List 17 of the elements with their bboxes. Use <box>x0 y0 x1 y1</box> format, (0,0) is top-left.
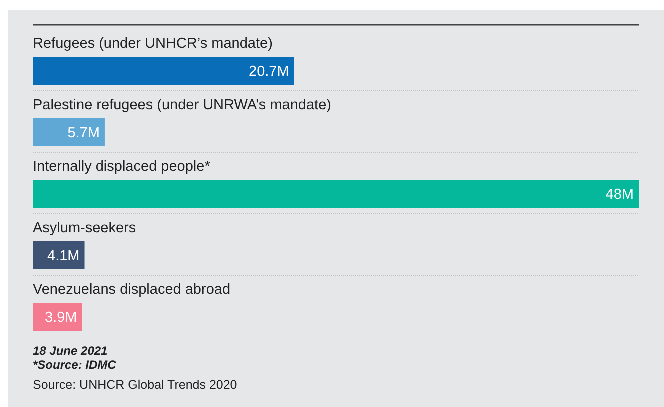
data-label: 48M <box>606 187 634 203</box>
bar <box>33 118 105 146</box>
data-label: 5.7M <box>68 126 100 142</box>
data-label: 20.7M <box>249 64 290 80</box>
annotation: 18 June 2021 <box>33 344 108 358</box>
data-label: 4.1M <box>48 248 80 264</box>
y-tick-label: Refugees (under UNHCR’s mandate) <box>33 36 273 52</box>
bar <box>33 180 639 208</box>
data-label: 3.9M <box>44 310 78 326</box>
y-tick-label: Palestine refugees (under UNRWA’s mandate) <box>33 98 332 114</box>
y-tick-label: Asylum-seekers <box>33 220 136 236</box>
bar <box>33 242 85 270</box>
bar <box>33 57 294 85</box>
y-tick-label: Venezuelans displaced abroad <box>33 282 231 298</box>
text: *Source: IDMC <box>33 358 117 372</box>
y-tick-label: Internally displaced people* <box>33 159 211 175</box>
source-note: Source: UNHCR Global Trends 2020 <box>33 378 238 392</box>
